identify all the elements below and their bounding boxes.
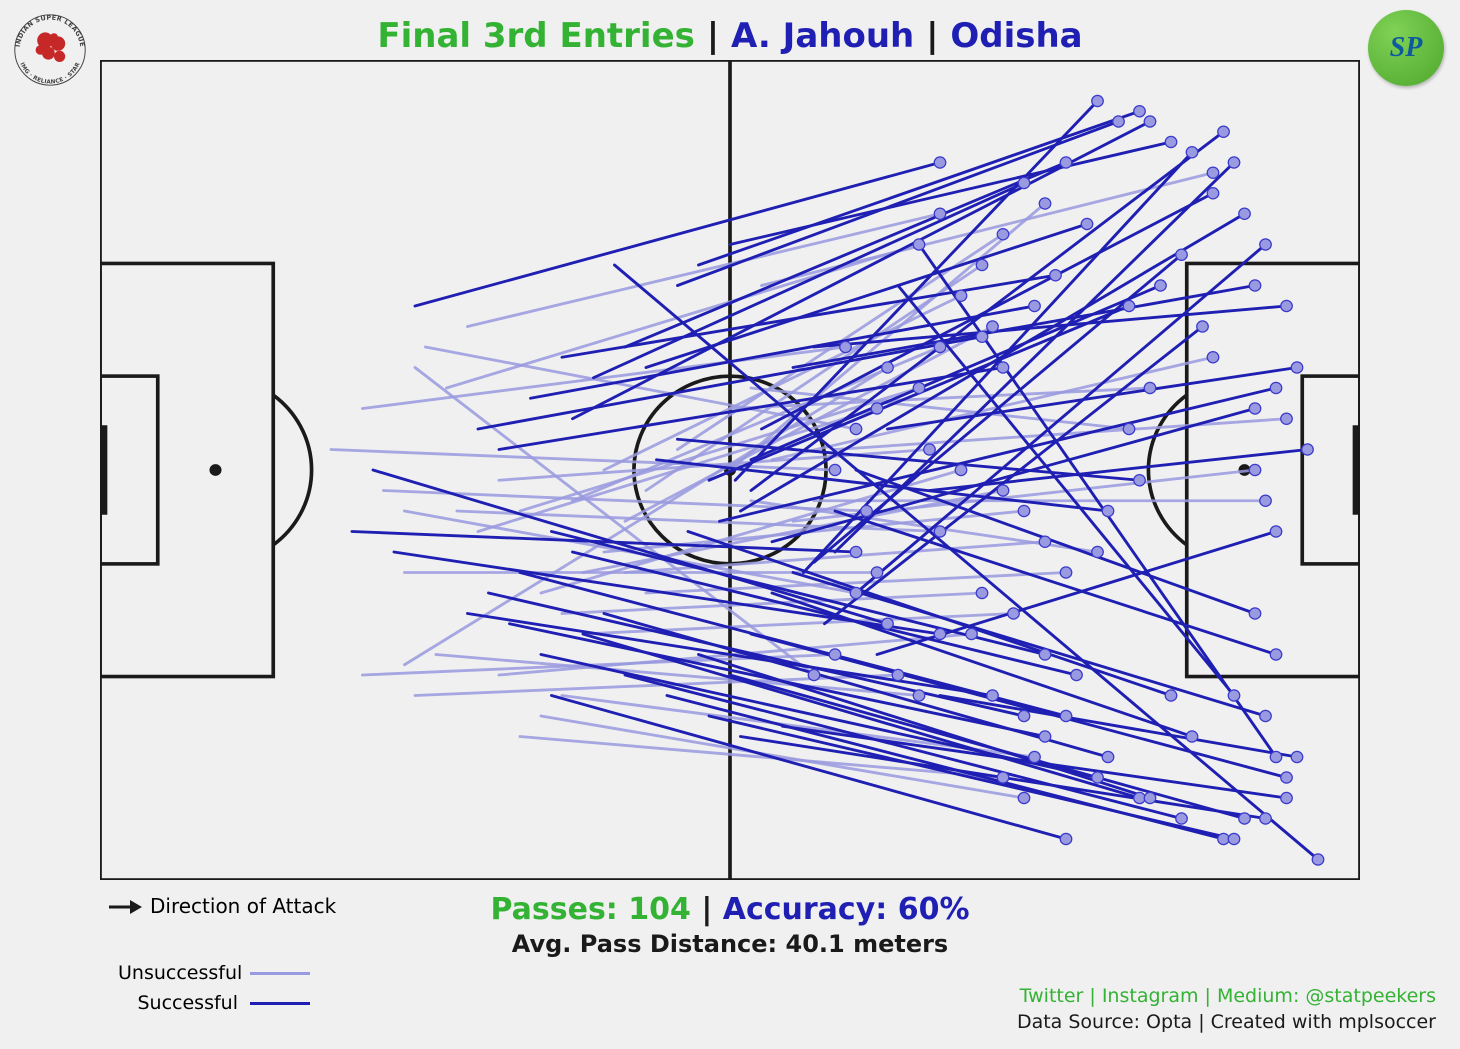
legend-successful-label: Successful — [118, 992, 238, 1014]
legend-line-unsuccessful — [250, 972, 310, 975]
source-text: Data Source: Opta | Created with mplsocc… — [1017, 1011, 1436, 1033]
title-sep2: | — [914, 16, 950, 56]
title-part3: Odisha — [950, 16, 1082, 56]
accuracy-value: 60% — [898, 892, 970, 927]
title-sep1: | — [695, 16, 731, 56]
legend-line-successful — [250, 1002, 310, 1005]
legend-unsuccessful-label: Unsuccessful — [118, 962, 238, 984]
title-part1: Final 3rd Entries — [377, 16, 695, 56]
avg-pass-distance: Avg. Pass Distance: 40.1 meters — [0, 930, 1460, 958]
accuracy-label: Accuracy: — [723, 892, 898, 927]
passes-unsuccessful — [331, 173, 1287, 798]
stats-row: Passes: 104 | Accuracy: 60% — [0, 892, 1460, 927]
legend-unsuccessful: Unsuccessful — [118, 962, 310, 984]
pitch-svg — [100, 60, 1360, 880]
pitch-container — [100, 60, 1360, 880]
credits-text: Twitter | Instagram | Medium: @statpeeke… — [1020, 985, 1436, 1007]
legend: Unsuccessful Successful — [118, 962, 310, 1022]
passes-label: Passes: — [490, 892, 628, 927]
svg-text:IMG · RELIANCE · STAR: IMG · RELIANCE · STAR — [18, 61, 81, 85]
legend-successful: Successful — [118, 992, 310, 1014]
chart-title: Final 3rd Entries | A. Jahouh | Odisha — [0, 16, 1460, 56]
figure-canvas: INDIAN SUPER LEAGUE IMG · RELIANCE · STA… — [0, 0, 1460, 1049]
stats-sep: | — [691, 892, 723, 927]
passes-value: 104 — [628, 892, 691, 927]
title-part2: A. Jahouh — [731, 16, 914, 56]
